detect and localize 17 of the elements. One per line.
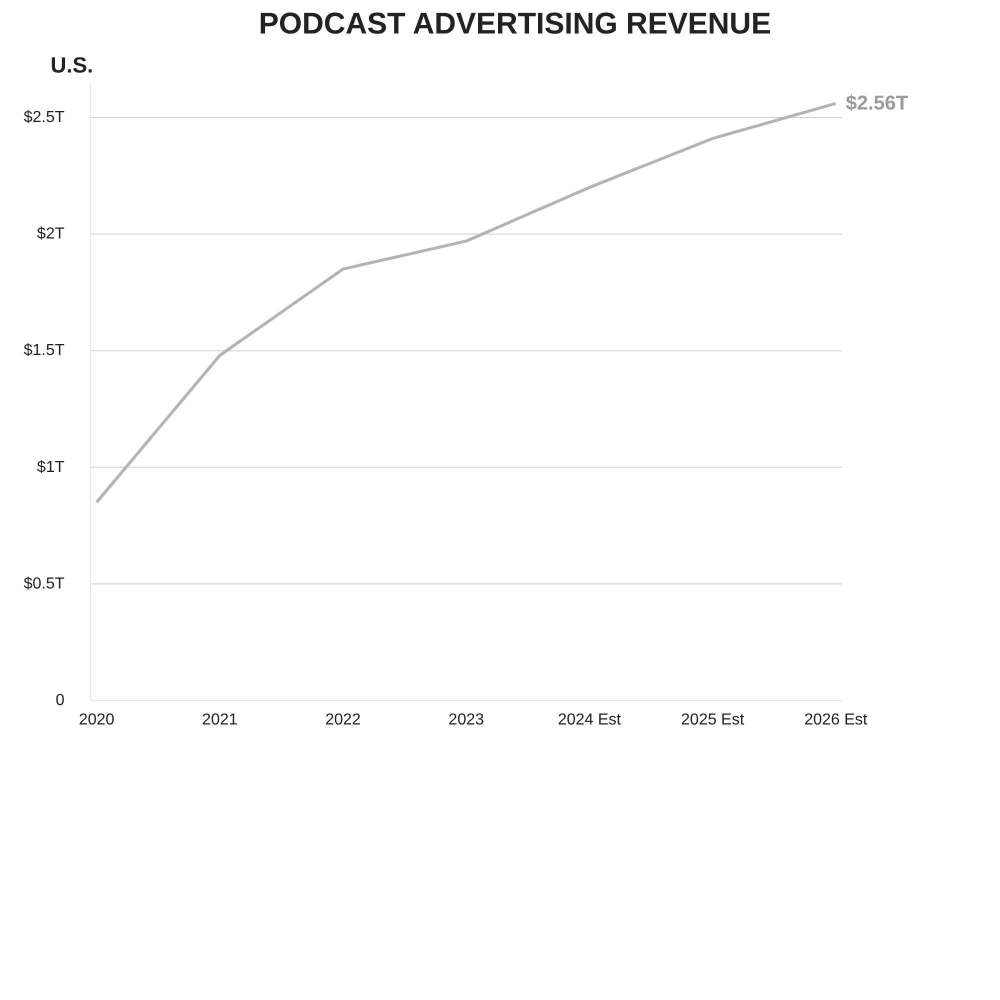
y-tick-label: $0.5T [24, 575, 65, 592]
y-tick-label: $1T [36, 458, 65, 476]
x-tick-label: 2025 Est [681, 712, 745, 728]
x-tick-label: 2023 [448, 712, 484, 728]
x-tick-label: 2021 [202, 712, 238, 728]
x-tick-label: 2022 [325, 712, 361, 728]
chart-title: PODCAST ADVERTISING REVENUE [258, 8, 772, 40]
chart-subtitle: U.S. [50, 52, 94, 78]
y-tick-label: $1.5T [24, 342, 65, 360]
line-series [95, 102, 838, 504]
x-tick-label: 2020 [78, 712, 115, 728]
x-tick-label: 2024 Est [558, 712, 622, 728]
y-tick-label: $2.5T [24, 108, 65, 126]
y-tick-label: $2T [36, 226, 65, 243]
x-tick-label: 2026 Est [804, 712, 868, 728]
data-label: $2.56T [846, 92, 908, 114]
y-tick-label: 0 [56, 692, 65, 709]
